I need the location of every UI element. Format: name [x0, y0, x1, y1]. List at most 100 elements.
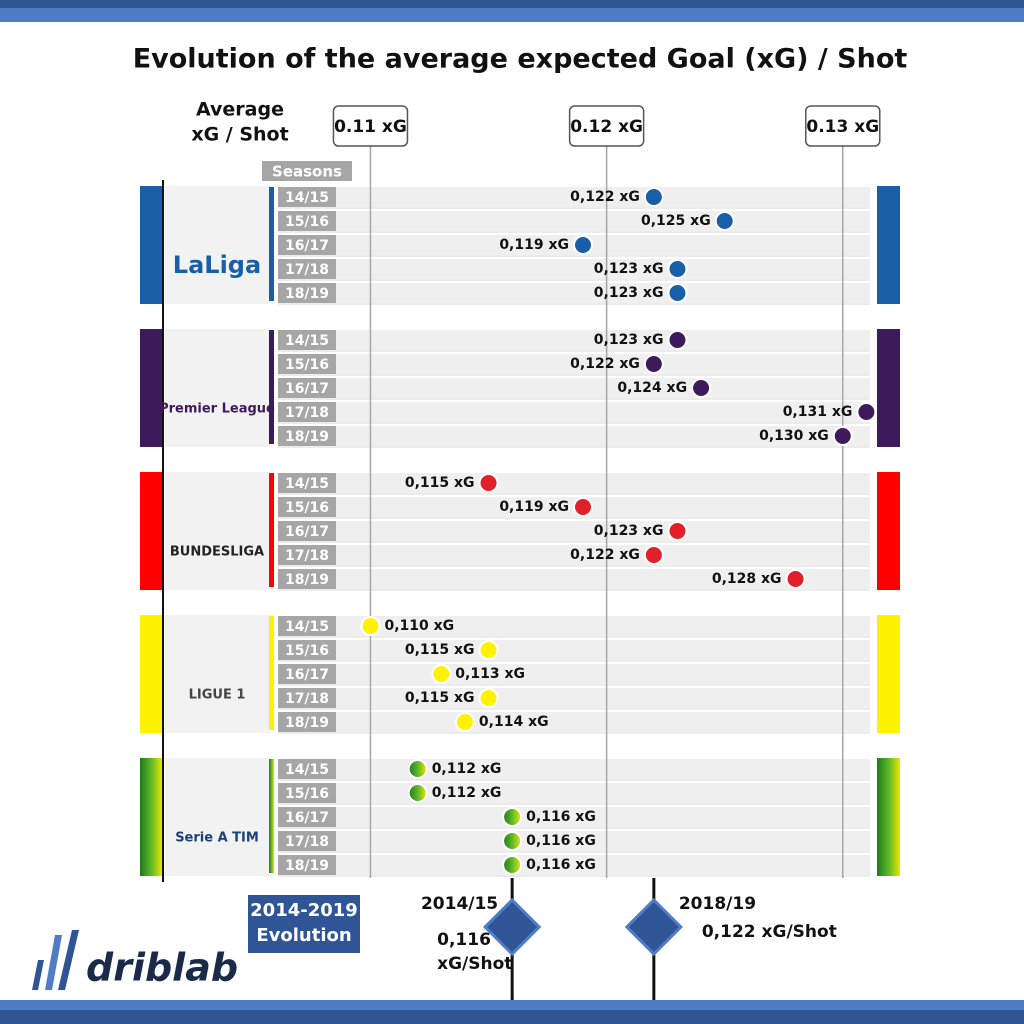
value-label: 0,110 xG: [384, 618, 454, 634]
top-band: [0, 8, 1024, 22]
dot: [832, 426, 853, 446]
evolution-value: 0,122 xG/Shot: [702, 922, 837, 942]
value-label: 0,123 xG: [594, 261, 664, 277]
season-box: [278, 473, 336, 493]
logo-box: [165, 186, 270, 304]
seasons-label: Seasons: [272, 163, 342, 181]
season-box: [278, 545, 336, 565]
league-bar: [140, 758, 162, 876]
season-label: 14/15: [285, 190, 329, 206]
row-band: [278, 831, 870, 851]
league-name: Serie A TIM: [175, 831, 259, 846]
dot: [643, 187, 664, 207]
row-band: [278, 354, 870, 374]
dot: [502, 831, 523, 851]
value-label: 0,119 xG: [499, 237, 569, 253]
axis-label: xG / Shot: [191, 124, 288, 146]
league-name: Premier League: [159, 402, 275, 417]
row-band: [278, 712, 870, 732]
season-box: [278, 664, 336, 684]
evolution-diamond: [624, 897, 683, 957]
league-bar: [877, 758, 900, 876]
season-label: 18/19: [285, 429, 329, 445]
dot: [691, 378, 712, 398]
league-bar: [877, 186, 900, 304]
league-strip: [269, 759, 274, 873]
league-bar: [140, 615, 162, 733]
season-label: 16/17: [285, 524, 329, 540]
dot: [502, 807, 523, 827]
value-label: 0,122 xG: [570, 547, 640, 563]
season-label: 18/19: [285, 715, 329, 731]
row-band: [278, 664, 870, 684]
value-label: 0,115 xG: [405, 690, 475, 706]
season-box: [278, 378, 336, 398]
evolution-diamond: [483, 897, 542, 957]
row-band: [278, 378, 870, 398]
dot: [502, 855, 523, 875]
dot: [667, 283, 688, 303]
season-box: [278, 640, 336, 660]
row-band: [278, 807, 870, 827]
season-box: [278, 831, 336, 851]
row-band: [278, 545, 870, 565]
season-label: 14/15: [285, 619, 329, 635]
season-label: 14/15: [285, 333, 329, 349]
season-box: [278, 688, 336, 708]
season-label: 16/17: [285, 810, 329, 826]
league-name: LaLiga: [173, 251, 261, 279]
season-label: 14/15: [285, 762, 329, 778]
season-label: 18/19: [285, 858, 329, 874]
row-band: [278, 783, 870, 803]
season-box: [278, 259, 336, 279]
season-box: [278, 283, 336, 303]
season-box: [278, 330, 336, 350]
evolution-label: 2014-2019: [250, 900, 358, 921]
brand: driblab: [86, 946, 238, 990]
season-box: [278, 521, 336, 541]
bottom-band: [0, 1010, 1024, 1024]
value-label: 0,112 xG: [432, 761, 502, 777]
dot: [454, 712, 475, 732]
row-band: [278, 759, 870, 779]
season-box: [278, 354, 336, 374]
value-label: 0,122 xG: [570, 189, 640, 205]
dot: [431, 664, 452, 684]
league-name: LIGUE 1: [189, 688, 246, 703]
value-label: 0,123 xG: [594, 523, 664, 539]
row-band: [278, 187, 870, 207]
value-label: 0,130 xG: [759, 428, 829, 444]
dot: [856, 402, 877, 422]
evolution-value: xG/Shot: [437, 954, 512, 974]
season-box: [278, 807, 336, 827]
row-band: [278, 521, 870, 541]
dot: [714, 211, 735, 231]
season-label: 15/16: [285, 357, 329, 373]
season-box: [278, 497, 336, 517]
value-label: 0,119 xG: [499, 499, 569, 515]
chart-title: Evolution of the average expected Goal (…: [133, 44, 908, 75]
dot: [360, 616, 381, 636]
evolution-label: Evolution: [256, 925, 351, 946]
season-label: 16/17: [285, 238, 329, 254]
axis-label: Average: [196, 99, 284, 121]
tick-box: [568, 105, 645, 147]
x-tick-label: 0.12 xG: [570, 117, 643, 137]
league-bar: [140, 472, 162, 590]
row-band: [278, 259, 870, 279]
dot: [667, 259, 688, 279]
x-tick-label: 0.11 xG: [334, 117, 407, 137]
row-band: [278, 426, 870, 446]
league-bar: [877, 472, 900, 590]
season-box: [278, 783, 336, 803]
dot: [407, 759, 428, 779]
value-label: 0,115 xG: [405, 475, 475, 491]
value-label: 0,113 xG: [455, 666, 525, 682]
season-box: [278, 187, 336, 207]
dot: [478, 640, 499, 660]
x-tick-label: 0.13 xG: [806, 117, 879, 137]
league-bar: [877, 615, 900, 733]
value-label: 0,116 xG: [526, 833, 596, 849]
tick-box: [332, 105, 409, 147]
